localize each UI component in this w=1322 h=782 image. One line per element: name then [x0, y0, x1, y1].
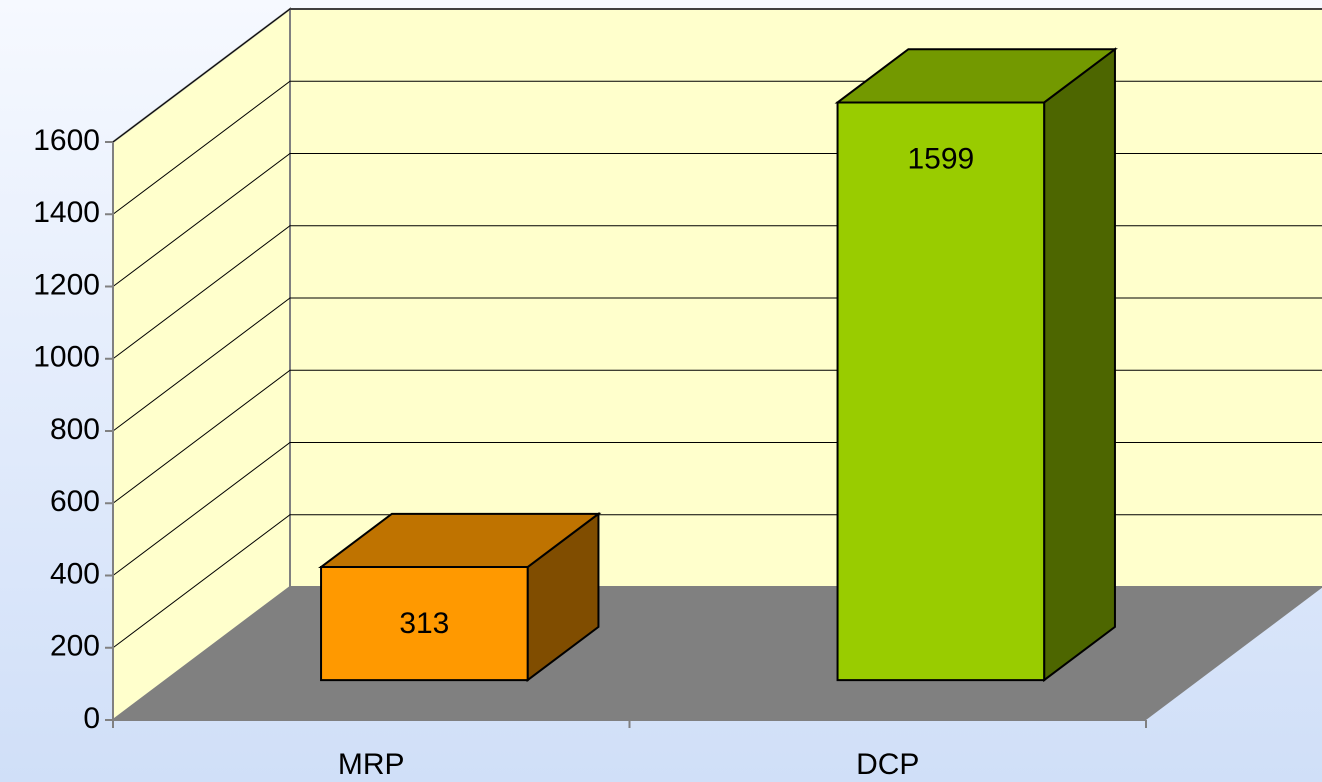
y-tick-label: 200 [50, 630, 100, 663]
floor [113, 587, 1322, 720]
data-label: 313 [399, 607, 449, 640]
bar [834, 47, 1118, 683]
x-tick-label: DCP [856, 748, 919, 781]
y-tick-label: 1600 [33, 124, 100, 157]
y-tick-label: 400 [50, 557, 100, 590]
y-tick-label: 1000 [33, 341, 100, 374]
grid-line [112, 8, 1322, 143]
bar-front [836, 101, 1046, 682]
y-tick-label: 1200 [33, 268, 100, 301]
bar-side [1043, 47, 1116, 683]
y-tick-label: 600 [50, 485, 100, 518]
data-label: 1599 [907, 142, 974, 175]
y-tick-label: 1400 [33, 196, 100, 229]
bar [318, 511, 602, 683]
bar-front [320, 566, 529, 682]
y-tick-label: 0 [83, 702, 100, 735]
y-tick-label: 800 [50, 413, 100, 446]
x-tick-label: MRP [338, 748, 405, 781]
